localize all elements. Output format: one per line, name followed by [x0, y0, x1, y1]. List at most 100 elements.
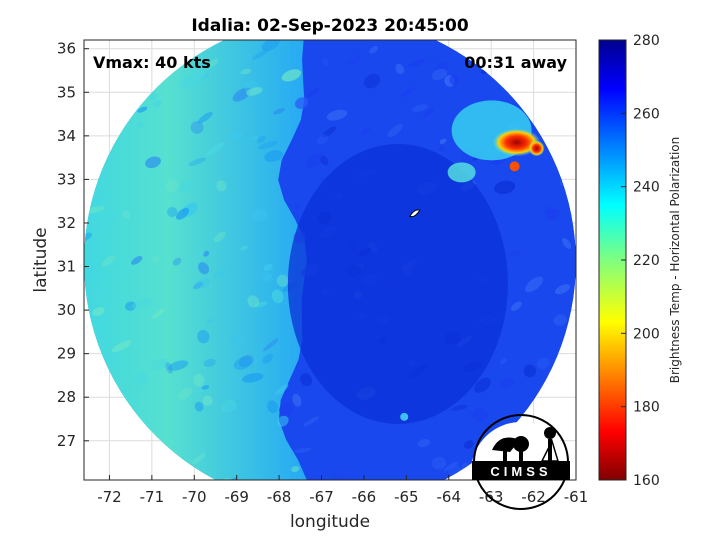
texture-blob	[293, 204, 300, 211]
texture-blob	[191, 453, 206, 465]
texture-blob	[326, 109, 348, 121]
texture-blob	[320, 155, 329, 166]
x-tick-label-0: -72	[97, 488, 122, 506]
texture-blob	[165, 179, 179, 192]
texture-blob	[187, 69, 206, 86]
texture-blob	[561, 15, 580, 34]
texture-blob	[562, 238, 572, 249]
texture-blob	[306, 87, 320, 98]
x-tick-label-4: -68	[267, 488, 292, 506]
x-tick-label-3: -69	[224, 488, 249, 506]
texture-blob	[536, 357, 550, 370]
colorbar-tick-label-5: 260	[633, 106, 660, 122]
x-tick-label-8: -64	[437, 488, 462, 506]
texture-blob	[262, 353, 274, 364]
texture-blob	[346, 54, 362, 66]
texture-blob	[463, 440, 474, 449]
texture-blob	[84, 232, 93, 243]
texture-blob	[131, 255, 143, 265]
texture-blob	[387, 124, 403, 138]
texture-blob	[545, 12, 558, 22]
texture-blob	[360, 127, 370, 135]
texture-blob	[194, 401, 204, 412]
texture-blob	[511, 301, 522, 311]
x-tick-label-7: -65	[394, 488, 419, 506]
texture-blob	[408, 59, 426, 68]
texture-blob	[472, 407, 488, 422]
texture-blob	[273, 108, 286, 115]
texture-blob	[240, 245, 248, 251]
y-axis-label: latitude	[31, 227, 51, 292]
texture-blob	[198, 111, 213, 124]
texture-blob	[178, 180, 195, 193]
texture-blob	[151, 358, 169, 370]
texture-blob	[443, 461, 459, 472]
texture-blob	[131, 298, 153, 309]
texture-blob	[303, 416, 320, 427]
texture-blob	[322, 126, 337, 138]
texture-blob	[254, 301, 268, 308]
texture-blob	[322, 57, 329, 67]
texture-blob	[324, 476, 338, 480]
texture-blob	[221, 399, 237, 413]
texture-blob	[499, 378, 515, 390]
colorbar-tick-label-0: 160	[633, 473, 660, 489]
texture-blob	[122, 210, 131, 219]
texture-blob	[422, 108, 434, 118]
cluster-core	[492, 128, 541, 157]
texture-blob	[230, 332, 244, 346]
texture-blob	[137, 106, 148, 113]
texture-blob	[276, 274, 289, 287]
texture-blob	[499, 358, 508, 365]
texture-blob	[524, 276, 544, 293]
texture-blob	[165, 362, 173, 374]
texture-blob	[300, 373, 313, 387]
x-axis-label: longitude	[290, 512, 370, 532]
texture-blob	[292, 393, 302, 407]
texture-blob	[194, 277, 211, 290]
texture-blob	[101, 255, 116, 267]
texture-blob	[167, 206, 178, 218]
texture-blob	[124, 268, 133, 275]
plot-frame	[83, 39, 577, 481]
texture-blob	[107, 352, 118, 363]
texture-blob	[213, 231, 226, 243]
texture-blob	[172, 257, 182, 266]
swath-disk	[84, 12, 580, 480]
x-tick-label-6: -66	[352, 488, 377, 506]
texture-blob	[553, 314, 568, 326]
texture-blob	[494, 180, 516, 194]
texture-blob	[554, 284, 571, 295]
texture-blob	[176, 207, 190, 220]
cluster-cell-hot	[509, 161, 520, 172]
texture-blob	[125, 301, 137, 311]
texture-blob	[190, 120, 204, 134]
texture-blob	[91, 189, 106, 202]
y-axis-ticks: 27 28 29 30 31 32 33 34 35 36	[57, 40, 89, 450]
texture-blob	[206, 318, 215, 324]
texture-blob	[202, 250, 210, 257]
y-tick-label-6: 33	[57, 170, 76, 188]
colorbar-tick-label-2: 200	[633, 326, 660, 342]
texture-blob	[263, 338, 279, 352]
texture-blob	[363, 73, 381, 89]
texture-blob	[474, 377, 491, 393]
texture-blob	[202, 395, 213, 406]
y-tick-label-1: 28	[57, 388, 76, 406]
texture-blob	[92, 307, 105, 317]
texture-blob	[152, 308, 165, 319]
texture-blob	[134, 371, 149, 386]
texture-blob	[152, 255, 160, 263]
colorbar-tick-label-6: 280	[633, 33, 660, 49]
texture-blob	[198, 250, 205, 257]
texture-blob	[258, 141, 279, 150]
x-tick-label-2: -70	[182, 488, 207, 506]
texture-blob	[316, 134, 329, 145]
texture-blob	[99, 212, 116, 226]
texture-blob	[278, 402, 294, 417]
texture-blob	[267, 400, 278, 414]
texture-blob	[340, 476, 348, 480]
cimss-logo: CIMSS	[472, 414, 570, 510]
x-tick-label-5: -67	[309, 488, 334, 506]
